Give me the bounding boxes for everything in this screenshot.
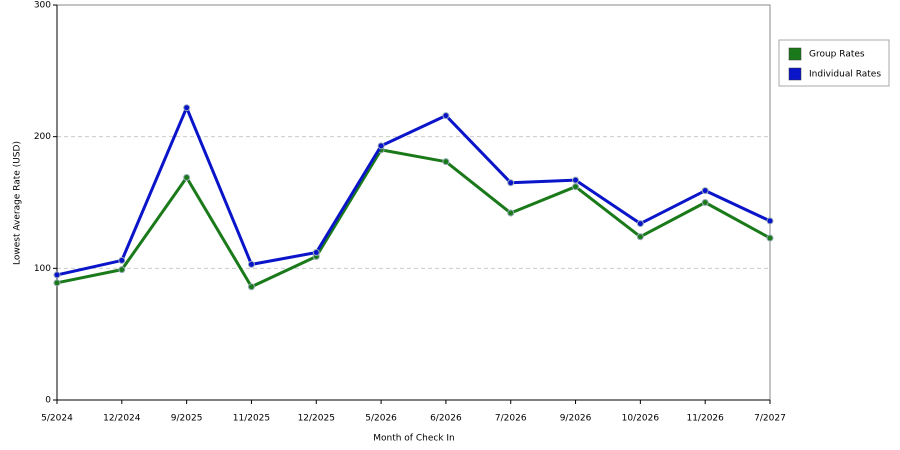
x-tick-label: 6/2026 bbox=[430, 414, 462, 424]
legend-swatch bbox=[788, 47, 802, 61]
point bbox=[118, 266, 126, 274]
x-tick-label: 12/2024 bbox=[103, 414, 141, 424]
x-tick-label: 5/2024 bbox=[41, 414, 73, 424]
point bbox=[572, 183, 580, 191]
point bbox=[118, 256, 126, 264]
point bbox=[247, 260, 255, 268]
series-line bbox=[56, 106, 771, 277]
point bbox=[183, 173, 191, 181]
point bbox=[766, 234, 774, 242]
legend-label: Group Rates bbox=[809, 50, 865, 60]
point bbox=[53, 271, 61, 279]
point bbox=[701, 199, 709, 206]
point bbox=[377, 142, 385, 150]
x-tick-label: 7/2026 bbox=[495, 414, 527, 424]
x-axis-label: Month of Check In bbox=[373, 434, 455, 444]
x-tick-label: 9/2025 bbox=[171, 414, 203, 424]
point bbox=[183, 104, 191, 112]
y-tick-label: 100 bbox=[34, 264, 51, 274]
x-tick-label: 12/2025 bbox=[298, 414, 335, 424]
x-tick-label: 11/2025 bbox=[233, 414, 270, 424]
y-tick-label: 200 bbox=[34, 132, 51, 142]
point bbox=[442, 158, 450, 166]
x-tick-label: 7/2027 bbox=[754, 414, 786, 424]
point bbox=[53, 279, 61, 287]
x-tick-label: 10/2026 bbox=[622, 414, 660, 424]
point bbox=[701, 187, 709, 195]
plot-frame bbox=[56, 4, 771, 401]
point bbox=[766, 217, 774, 225]
series-line bbox=[56, 148, 771, 289]
point bbox=[507, 209, 515, 217]
x-tick-label: 5/2026 bbox=[365, 414, 397, 424]
point bbox=[442, 112, 450, 120]
point bbox=[636, 220, 644, 228]
point bbox=[507, 179, 515, 187]
x-tick-label: 9/2026 bbox=[560, 414, 592, 424]
y-tick-label: 300 bbox=[34, 1, 51, 11]
point bbox=[247, 283, 255, 291]
point bbox=[572, 176, 580, 184]
legend-label: Individual Rates bbox=[809, 70, 881, 80]
point bbox=[312, 249, 320, 257]
legend-swatch bbox=[788, 67, 802, 81]
y-axis-label: Lowest Average Rate (USD) bbox=[13, 141, 23, 265]
y-tick-label: 0 bbox=[45, 396, 51, 406]
x-tick-label: 11/2026 bbox=[686, 414, 724, 424]
point bbox=[636, 233, 644, 241]
